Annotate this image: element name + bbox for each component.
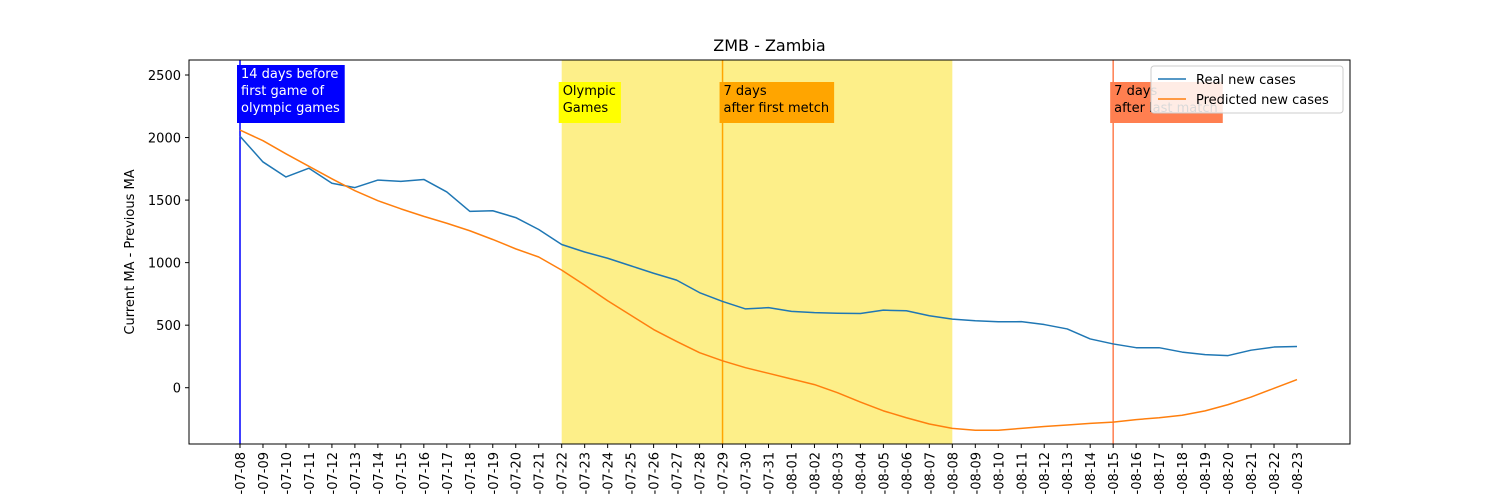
x-tick-label: -08-21 bbox=[1245, 452, 1260, 494]
annotation-text: after first metch bbox=[724, 101, 830, 116]
x-tick-label: -08-10 bbox=[992, 452, 1007, 494]
chart-title: ZMB - Zambia bbox=[713, 36, 825, 55]
y-tick-label: 2500 bbox=[148, 69, 181, 84]
x-tick-label: -07-16 bbox=[418, 452, 433, 494]
annotation-text: Games bbox=[563, 101, 609, 116]
y-axis-label: Current MA - Previous MA bbox=[123, 169, 138, 334]
x-tick-label: -08-14 bbox=[1084, 452, 1099, 494]
x-tick-label: -08-06 bbox=[900, 452, 915, 494]
x-tick-label: -08-11 bbox=[1015, 452, 1030, 494]
x-tick-label: -07-26 bbox=[648, 452, 663, 494]
x-tick-label: -07-14 bbox=[372, 452, 387, 494]
x-tick-label: -07-20 bbox=[510, 452, 525, 494]
y-tick-label: 500 bbox=[156, 319, 181, 334]
legend-box bbox=[1150, 65, 1344, 114]
x-tick-label: -08-03 bbox=[831, 452, 846, 494]
x-tick-label: -08-02 bbox=[808, 452, 823, 494]
annotation-text: olympic games bbox=[241, 101, 340, 116]
x-tick-label: -07-08 bbox=[234, 452, 249, 494]
x-tick-label: -07-11 bbox=[303, 452, 318, 494]
x-tick-label: -08-04 bbox=[854, 452, 869, 494]
x-tick-label: -08-16 bbox=[1130, 452, 1145, 494]
annotation-background bbox=[719, 82, 835, 123]
x-tick-label: -07-29 bbox=[717, 452, 732, 494]
annotation-text: first game of bbox=[241, 84, 325, 99]
x-tick-label: -07-24 bbox=[602, 452, 617, 494]
x-tick-label: -07-15 bbox=[395, 452, 410, 494]
legend-label: Real new cases bbox=[1196, 73, 1296, 88]
x-tick-label: -08-08 bbox=[946, 452, 961, 494]
x-tick-label: -08-05 bbox=[877, 452, 892, 494]
x-tick-label: -07-28 bbox=[694, 452, 709, 494]
annotation-box: Olympic Games bbox=[558, 82, 621, 123]
annotation-text: Olympic bbox=[563, 84, 616, 99]
x-tick-label: -07-27 bbox=[671, 452, 686, 494]
x-tick-label: -08-13 bbox=[1061, 452, 1076, 494]
y-tick-label: 1500 bbox=[148, 194, 181, 209]
x-tick-label: -07-09 bbox=[257, 452, 272, 494]
x-tick-label: -08-22 bbox=[1268, 452, 1283, 494]
annotation-text: 7 days bbox=[1114, 84, 1157, 99]
annotation-box: 14 days before first game of olympic games bbox=[237, 65, 345, 123]
legend-label: Predicted new cases bbox=[1196, 93, 1329, 108]
x-tick-label: -07-12 bbox=[326, 452, 341, 494]
x-tick-label: -07-19 bbox=[487, 452, 502, 494]
y-tick-label: 1000 bbox=[148, 257, 181, 272]
annotation-text: 7 days bbox=[724, 84, 767, 99]
y-tick-label: 0 bbox=[173, 382, 181, 397]
x-tick-label: -07-18 bbox=[464, 452, 479, 494]
series-line-real bbox=[239, 135, 1298, 357]
x-tick-label: -07-17 bbox=[441, 452, 456, 494]
x-tick-label: -08-09 bbox=[969, 452, 984, 494]
series-line-predicted bbox=[239, 129, 1298, 431]
x-tick-label: -08-12 bbox=[1038, 452, 1053, 494]
legend: Real new cases Predicted new cases bbox=[1150, 65, 1344, 114]
x-tick-label: -07-13 bbox=[349, 452, 364, 494]
x-tick-label: -07-30 bbox=[740, 452, 755, 494]
x-tick-label: -07-31 bbox=[763, 452, 778, 494]
x-tick-label: -07-10 bbox=[280, 452, 295, 494]
plot-frame bbox=[188, 59, 1351, 445]
annotation-box: 7 days after first metch bbox=[719, 82, 835, 123]
olympic-games-shaded-region bbox=[561, 60, 953, 444]
x-tick-label: -08-01 bbox=[785, 452, 800, 494]
x-tick-label: -07-22 bbox=[556, 452, 571, 494]
x-tick-label: -08-20 bbox=[1222, 452, 1237, 494]
annotation-text: 14 days before bbox=[241, 67, 338, 82]
annotation-background bbox=[558, 82, 621, 123]
x-tick-label: -08-17 bbox=[1153, 452, 1168, 494]
x-tick-label: -07-25 bbox=[625, 452, 640, 494]
x-tick-label: -08-18 bbox=[1176, 452, 1191, 494]
x-tick-label: -07-23 bbox=[579, 452, 594, 494]
x-tick-label: -08-23 bbox=[1291, 452, 1306, 494]
y-tick-label: 2000 bbox=[148, 132, 181, 147]
x-tick-label: -08-19 bbox=[1199, 452, 1214, 494]
x-tick-label: -07-21 bbox=[533, 452, 548, 494]
x-tick-label: -08-07 bbox=[923, 452, 938, 494]
annotation-background bbox=[237, 65, 345, 123]
x-tick-label: -08-15 bbox=[1107, 452, 1122, 494]
